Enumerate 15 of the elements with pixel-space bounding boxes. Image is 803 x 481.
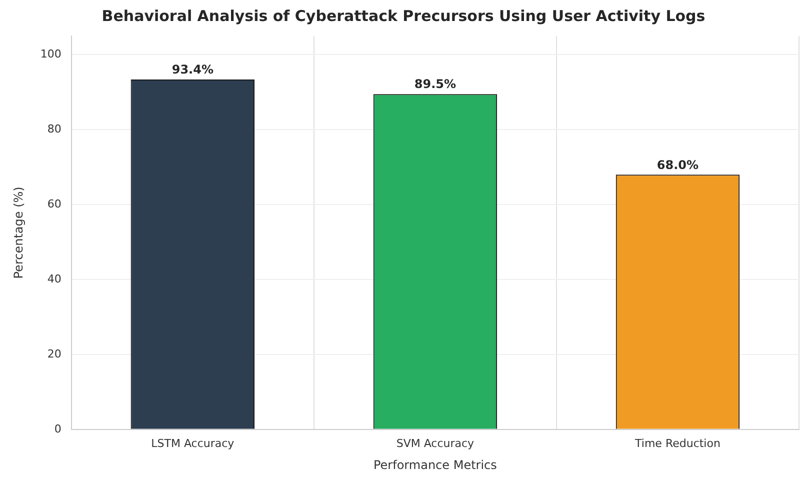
y-tick-label: 0 (54, 422, 62, 436)
y-tick-label: 20 (47, 347, 62, 360)
data-label: 68.0% (656, 158, 699, 172)
data-label: 89.5% (414, 77, 456, 92)
x-tick-label: LSTM Accuracy (151, 436, 235, 450)
y-tick-label: 80 (47, 122, 62, 136)
y-tick-label: 100 (40, 48, 62, 61)
chart-title: Behavioral Analysis of Cyberattack Precursors Using User Activity Logs (102, 6, 706, 25)
y-axis-title: Percentage (%) (11, 186, 26, 279)
y-tick-label: 40 (47, 272, 62, 286)
x-tick-label: Time Reduction (634, 436, 720, 450)
x-tick-label: SVM Accuracy (396, 436, 475, 450)
data-label: 93.4% (172, 62, 214, 77)
x-axis-title: Performance Metrics (373, 458, 497, 472)
y-tick-label: 60 (47, 197, 62, 210)
